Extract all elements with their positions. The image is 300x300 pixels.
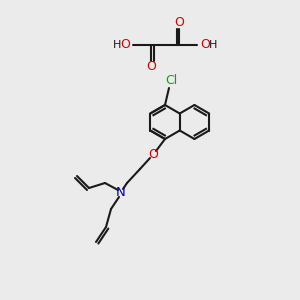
Text: O: O	[146, 61, 156, 74]
Text: N: N	[116, 187, 126, 200]
Text: H: H	[113, 40, 121, 50]
Text: O: O	[120, 38, 130, 52]
Text: O: O	[200, 38, 210, 52]
Text: O: O	[148, 148, 158, 161]
Text: O: O	[174, 16, 184, 29]
Text: H: H	[209, 40, 217, 50]
Text: Cl: Cl	[165, 74, 177, 88]
